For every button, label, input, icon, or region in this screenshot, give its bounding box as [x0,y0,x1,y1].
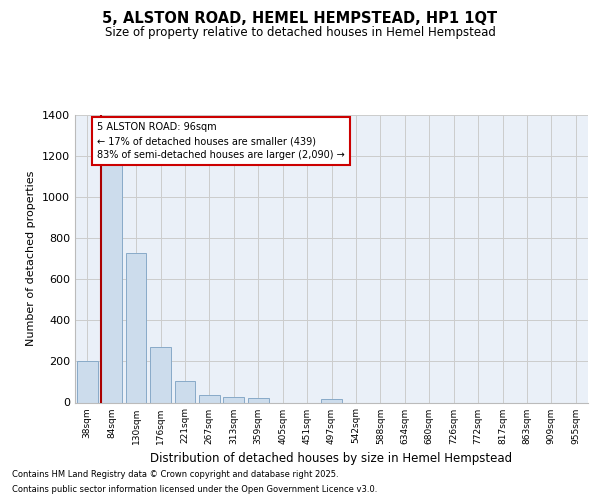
Bar [150,347,171,403]
Bar [101,164,122,402]
Bar [175,381,196,402]
Text: Contains HM Land Registry data © Crown copyright and database right 2025.: Contains HM Land Registry data © Crown c… [12,470,338,479]
Text: Size of property relative to detached houses in Hemel Hempstead: Size of property relative to detached ho… [104,26,496,39]
Bar [125,252,146,402]
Text: 5 ALSTON ROAD: 96sqm
← 17% of detached houses are smaller (439)
83% of semi-deta: 5 ALSTON ROAD: 96sqm ← 17% of detached h… [97,122,345,160]
Bar [77,362,98,403]
Bar [248,398,269,402]
Y-axis label: Number of detached properties: Number of detached properties [26,171,37,346]
Text: Contains public sector information licensed under the Open Government Licence v3: Contains public sector information licen… [12,485,377,494]
Bar [321,400,342,402]
Text: 5, ALSTON ROAD, HEMEL HEMPSTEAD, HP1 1QT: 5, ALSTON ROAD, HEMEL HEMPSTEAD, HP1 1QT [103,11,497,26]
X-axis label: Distribution of detached houses by size in Hemel Hempstead: Distribution of detached houses by size … [151,452,512,465]
Bar [223,398,244,402]
Bar [199,396,220,402]
